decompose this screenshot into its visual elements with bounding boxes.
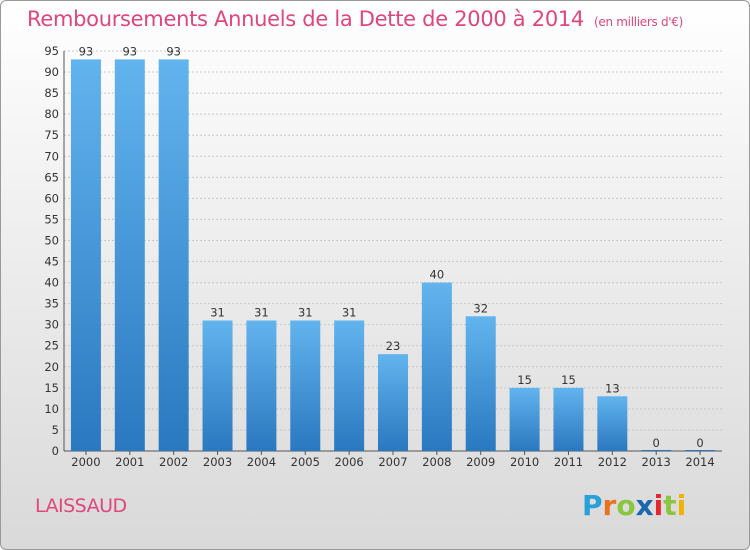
y-tick-label: 30 — [44, 318, 59, 332]
bar — [334, 320, 365, 451]
y-tick-label: 15 — [44, 381, 59, 395]
x-tick-label: 2014 — [685, 455, 714, 469]
y-tick-label: 35 — [44, 297, 59, 311]
chart-title-text: Remboursements Annuels de la Dette de 20… — [27, 7, 584, 31]
y-tick-label: 70 — [44, 149, 59, 163]
bar — [202, 320, 233, 451]
bar — [70, 59, 101, 451]
y-tick-label: 95 — [44, 44, 59, 58]
bar — [378, 354, 408, 451]
logo-letter: x — [635, 489, 654, 522]
logo-letter: i — [653, 489, 664, 522]
x-tick-label: 2008 — [422, 455, 451, 469]
x-tick-label: 2007 — [378, 455, 407, 469]
y-tick-label: 5 — [52, 423, 59, 437]
x-tick-label: 2006 — [334, 455, 363, 469]
bar — [290, 320, 321, 451]
data-label: 31 — [254, 305, 269, 319]
data-label: 93 — [166, 44, 181, 58]
x-tick-label: 2012 — [598, 455, 627, 469]
y-tick-label: 60 — [44, 191, 59, 205]
commune-name: LAISSAUD — [35, 495, 127, 517]
x-tick-label: 2001 — [115, 455, 144, 469]
y-tick-label: 45 — [44, 255, 59, 269]
data-label: 31 — [342, 305, 357, 319]
data-label: 31 — [298, 305, 313, 319]
x-tick-label: 2010 — [510, 455, 539, 469]
logo-letter: o — [616, 489, 636, 522]
data-label: 0 — [696, 436, 703, 450]
bar — [509, 387, 540, 451]
data-label: 13 — [605, 381, 620, 395]
x-tick-label: 2000 — [71, 455, 100, 469]
x-tick-label: 2002 — [159, 455, 188, 469]
x-tick-label: 2011 — [554, 455, 583, 469]
data-label: 31 — [210, 305, 225, 319]
y-tick-label: 65 — [44, 170, 59, 184]
bar — [641, 450, 672, 451]
bar — [246, 320, 277, 451]
bar — [421, 282, 452, 451]
bar — [597, 396, 628, 451]
logo-letter: P — [582, 489, 603, 522]
y-tick-label: 80 — [44, 107, 59, 121]
chart-unit-note: (en milliers d'€) — [594, 15, 684, 29]
x-tick-label: 2003 — [203, 455, 232, 469]
logo-letter: r — [602, 489, 617, 522]
proxiti-logo: Proxiti — [582, 489, 686, 522]
x-tick-label: 2004 — [247, 455, 276, 469]
data-label: 15 — [517, 373, 532, 387]
y-tick-label: 50 — [44, 233, 59, 247]
y-tick-label: 55 — [44, 212, 59, 226]
bar — [114, 59, 145, 451]
x-tick-label: 2005 — [291, 455, 320, 469]
y-tick-label: 25 — [44, 339, 59, 353]
logo-letter: i — [676, 489, 687, 522]
y-tick-label: 85 — [44, 86, 59, 100]
data-label: 32 — [473, 301, 488, 315]
y-tick-label: 0 — [52, 444, 59, 458]
logo-letter: t — [663, 489, 677, 522]
data-label: 40 — [430, 268, 445, 282]
y-tick-label: 90 — [44, 65, 59, 79]
y-tick-label: 75 — [44, 128, 59, 142]
chart-title: Remboursements Annuels de la Dette de 20… — [27, 7, 683, 31]
bar — [465, 316, 496, 451]
data-label: 93 — [79, 44, 94, 58]
y-tick-label: 40 — [44, 276, 59, 290]
y-tick-label: 20 — [44, 360, 59, 374]
y-tick-label: 10 — [44, 402, 59, 416]
bar — [685, 450, 716, 451]
bar — [158, 59, 189, 451]
data-label: 23 — [386, 339, 401, 353]
data-label: 0 — [653, 436, 660, 450]
bar — [553, 387, 584, 451]
data-label: 93 — [122, 44, 137, 58]
x-tick-label: 2009 — [466, 455, 495, 469]
data-label: 15 — [561, 373, 576, 387]
x-tick-label: 2013 — [642, 455, 671, 469]
